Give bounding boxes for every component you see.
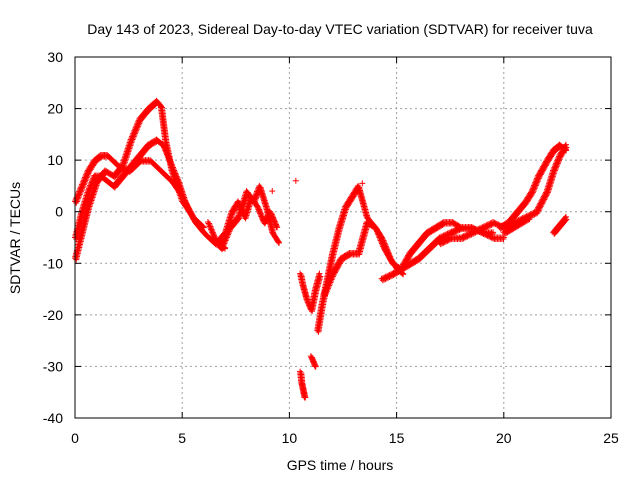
series-track-j (320, 219, 497, 299)
series-track-a (72, 97, 207, 263)
chart-title: Day 143 of 2023, Sidereal Day-to-day VTE… (87, 21, 593, 37)
series-track-f (297, 270, 324, 315)
series-track-h (307, 353, 319, 370)
data-points (72, 97, 570, 401)
series-track-k (378, 224, 507, 284)
series-track-e (209, 182, 283, 253)
series-track-g (297, 368, 309, 401)
